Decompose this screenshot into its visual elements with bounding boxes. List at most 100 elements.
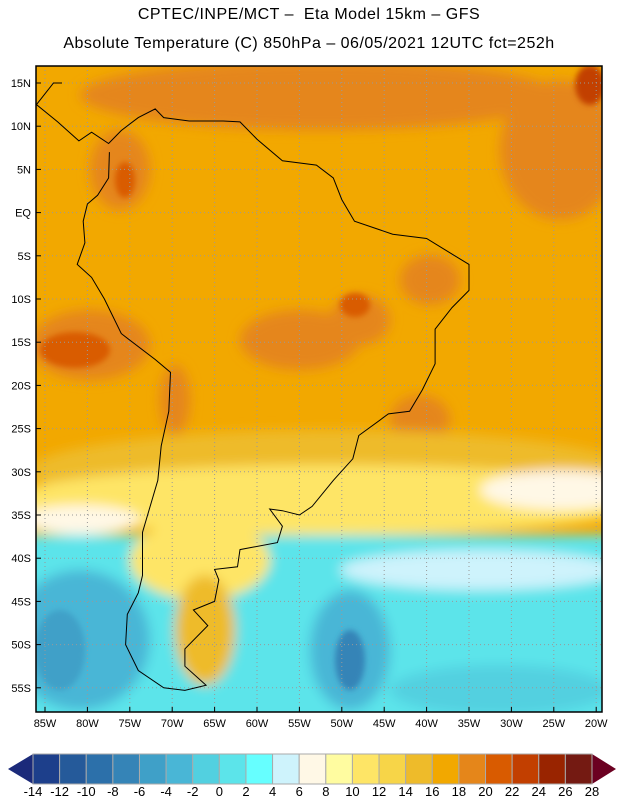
field-14-16 — [175, 575, 235, 685]
field-10-12 — [130, 520, 270, 600]
field-minus8-minus6 — [335, 630, 365, 690]
colorbar-swatch — [511, 753, 540, 785]
field-18-20 — [240, 310, 360, 370]
colorbar-label: 26 — [558, 784, 572, 799]
field-20-22 — [115, 162, 135, 198]
lon-tick-label: 20W — [585, 718, 608, 730]
colorbar-swatch — [165, 753, 194, 785]
lon-tick-label: 75W — [118, 718, 141, 730]
lon-tick-label: 70W — [161, 718, 184, 730]
lon-tick-label: 25W — [542, 718, 565, 730]
map-frame — [35, 65, 603, 713]
lon-tick-label: 40W — [415, 718, 438, 730]
colorbar-label: 22 — [505, 784, 519, 799]
lon-tick-label: 30W — [500, 718, 523, 730]
lon-tick-label: 50W — [330, 718, 353, 730]
lon-tick-label: 55W — [288, 718, 311, 730]
lat-tick-label: 5S — [18, 251, 31, 263]
colorbar-label: -6 — [134, 784, 146, 799]
lat-tick-label: 45S — [11, 596, 31, 608]
colorbar: -14 -12 -10 -8 -6 -4 -2 0 2 4 6 8 10 12 14 16 18 20 22 24 26… — [8, 753, 616, 799]
latitude-axis: 15N 10N 5N EQ 5S 10S 15S 20S 25S 30S 35S 40S 45S 50S 5… — [11, 78, 41, 695]
field-18-20 — [400, 255, 460, 305]
colorbar-label: 2 — [242, 784, 249, 799]
lon-tick-label: 60W — [246, 718, 269, 730]
colorbar-swatch — [378, 753, 407, 785]
colorbar-swatch — [405, 753, 433, 785]
lat-tick-label: 10S — [11, 294, 31, 306]
field-18-20 — [80, 66, 560, 130]
colorbar-label: 6 — [296, 784, 303, 799]
field-10-12 — [36, 465, 602, 535]
lon-tick-label: 35W — [458, 718, 481, 730]
field-22-24 — [575, 66, 602, 105]
colorbar-label: 0 — [216, 784, 223, 799]
colorbar-swatch — [351, 753, 380, 785]
colorbar-swatch — [298, 753, 327, 785]
field-20-22 — [340, 293, 370, 317]
lat-tick-label: 35S — [11, 510, 31, 522]
field-18-20 — [500, 80, 602, 220]
colorbar-label: 18 — [452, 784, 466, 799]
colorbar-label: -12 — [50, 784, 69, 799]
colorbar-label: 28 — [585, 784, 599, 799]
lat-tick-label: 40S — [11, 553, 31, 565]
lat-tick-label: 25S — [11, 424, 31, 436]
colorbar-under-arrow — [8, 754, 33, 784]
lat-tick-label: EQ — [15, 208, 31, 220]
lon-tick-label: 65W — [203, 718, 226, 730]
colorbar-swatch — [192, 753, 220, 785]
colorbar-swatch — [112, 753, 140, 785]
lat-tick-label: 10N — [11, 121, 31, 133]
lat-tick-label: 20S — [11, 380, 31, 392]
lat-tick-label: 30S — [11, 467, 31, 479]
colorbar-swatch — [218, 753, 247, 785]
colorbar-label: 10 — [345, 784, 359, 799]
colorbar-swatch — [32, 753, 61, 785]
lat-tick-label: 5N — [17, 164, 31, 176]
colorbar-swatch — [85, 753, 114, 785]
longitude-axis: 85W 80W 75W 70W 65W 60W 55W 50W 45W 40W 35W 30W 25W 2… — [34, 707, 608, 730]
field-6-8 — [36, 505, 140, 535]
colorbar-swatch — [59, 753, 87, 785]
colorbar-swatch — [272, 753, 300, 785]
lat-tick-label: 55S — [11, 683, 31, 695]
lon-tick-label: 85W — [34, 718, 57, 730]
colorbar-swatch — [538, 753, 566, 785]
colorbar-label: -8 — [107, 784, 119, 799]
lat-tick-label: 15S — [11, 337, 31, 349]
field-minus2-0 — [390, 665, 602, 712]
field-4-6 — [340, 550, 602, 590]
colorbar-swatch — [564, 753, 593, 785]
field-18-20 — [160, 365, 190, 435]
colorbar-label: 4 — [269, 784, 276, 799]
colorbar-label: 24 — [532, 784, 546, 799]
colorbar-label: -14 — [24, 784, 43, 799]
lat-tick-label: 50S — [11, 640, 31, 652]
colorbar-swatch — [245, 753, 274, 785]
chart-subtitle: Absolute Temperature (C) 850hPa – 06/05/… — [63, 35, 555, 52]
field-20-22 — [40, 332, 110, 368]
lat-tick-label: 15N — [11, 78, 31, 90]
colorbar-swatch — [138, 753, 167, 785]
colorbar-swatch — [458, 753, 487, 785]
colorbar-label: 8 — [322, 784, 329, 799]
field-minus6-minus4 — [36, 610, 85, 690]
colorbar-swatch — [431, 753, 460, 785]
lon-tick-label: 80W — [76, 718, 99, 730]
colorbar-label: 14 — [398, 784, 412, 799]
colorbar-swatch — [325, 753, 353, 785]
colorbar-label: 20 — [478, 784, 492, 799]
chart-title: CPTEC/INPE/MCT – Eta Model 15km – GFS — [137, 6, 481, 23]
colorbar-label: 16 — [425, 784, 439, 799]
lon-tick-label: 45W — [373, 718, 396, 730]
colorbar-swatch — [485, 753, 513, 785]
colorbar-label: 12 — [372, 784, 386, 799]
continent-outline — [36, 82, 470, 691]
colorbar-label: -10 — [77, 784, 96, 799]
field-6-8 — [480, 470, 602, 510]
colorbar-over-arrow — [592, 754, 616, 784]
temperature-field — [36, 66, 602, 712]
colorbar-label: -4 — [160, 784, 172, 799]
